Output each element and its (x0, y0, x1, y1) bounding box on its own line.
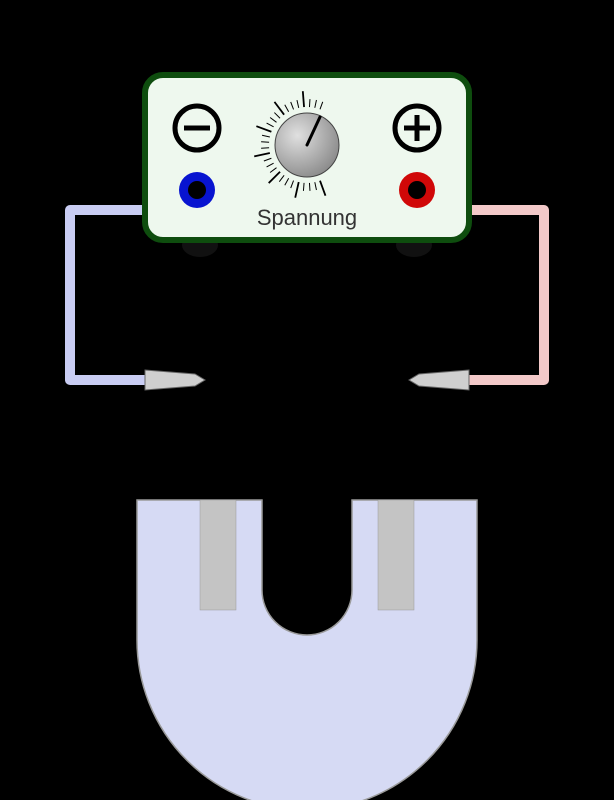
dial-tick (303, 183, 304, 191)
dial-tick (309, 183, 310, 191)
dial-tick (261, 142, 269, 143)
dial-tick (309, 99, 310, 107)
dial-knob[interactable] (275, 113, 339, 177)
terminal-negative (179, 172, 215, 208)
diagram-canvas: Spannung (0, 0, 614, 800)
dial-tick (303, 91, 304, 107)
dial-label: Spannung (257, 205, 357, 230)
dial-tick (261, 148, 269, 149)
terminal-positive (399, 172, 435, 208)
